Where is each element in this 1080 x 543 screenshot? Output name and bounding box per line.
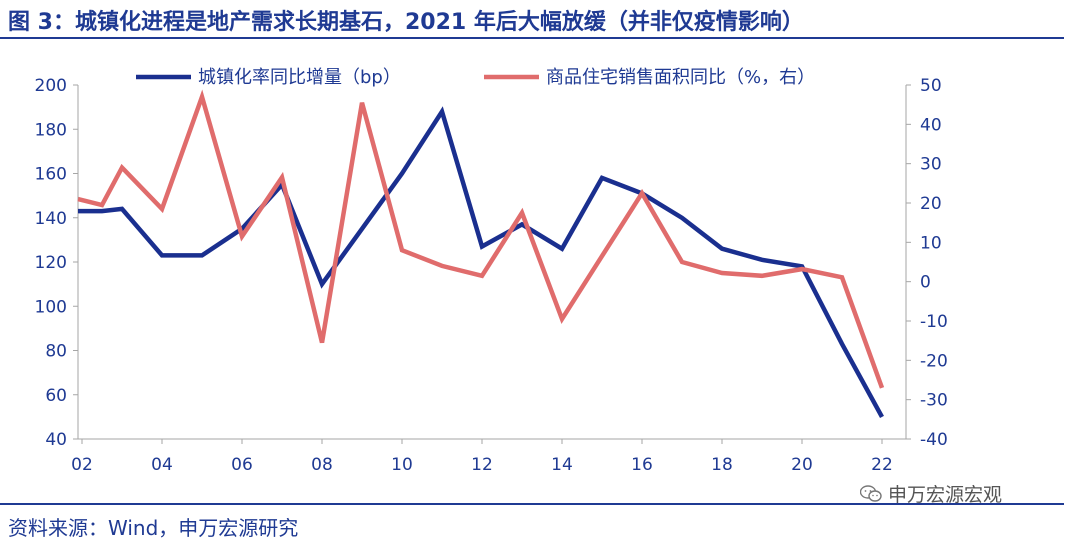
- legend-label-housing-sales: 商品住宅销售面积同比（%，右）: [546, 67, 815, 88]
- wechat-icon: [860, 484, 882, 502]
- x-tick-label: 18: [711, 455, 733, 475]
- source-note: 资料来源：Wind，申万宏源研究: [8, 516, 299, 540]
- x-tick-label: 08: [311, 455, 333, 475]
- urbanization-series-line: [78, 106, 884, 418]
- right-tick-label: -20: [920, 351, 948, 371]
- x-tick-label: 12: [471, 455, 493, 475]
- x-tick-label: 14: [551, 455, 573, 475]
- left-tick-label: 200: [35, 76, 67, 96]
- watermark: 申万宏源宏观: [860, 480, 1002, 507]
- x-tick-label: 22: [871, 455, 893, 475]
- source-divider: [0, 503, 1064, 505]
- x-tick-label: 20: [791, 455, 813, 475]
- x-tick-label: 04: [151, 455, 173, 475]
- right-tick-label: -30: [920, 391, 948, 411]
- left-tick-label: 120: [35, 253, 67, 273]
- left-tick-label: 80: [45, 342, 67, 362]
- right-tick-label: -10: [920, 312, 948, 332]
- left-tick-label: 100: [35, 297, 67, 317]
- x-tick-label: 16: [631, 455, 653, 475]
- series-group: [77, 89, 885, 418]
- axes-group: 20018016014012010080604050403020100-10-2…: [35, 76, 948, 475]
- x-tick-label: 10: [391, 455, 413, 475]
- right-tick-label: 30: [920, 155, 942, 175]
- left-tick-label: 160: [35, 165, 67, 185]
- left-tick-label: 140: [35, 209, 67, 229]
- legend-label-urbanization: 城镇化率同比增量（bp）: [198, 67, 401, 88]
- chart-title: 图 3：城镇化进程是地产需求长期基石，2021 年后大幅放缓（并非仅疫情影响）: [8, 10, 804, 35]
- housing-sales-series-line: [77, 89, 885, 389]
- right-tick-label: 10: [920, 233, 942, 253]
- title-divider: [0, 37, 1064, 39]
- line-chart: 20018016014012010080604050403020100-10-2…: [35, 67, 948, 475]
- x-tick-label: 06: [231, 455, 253, 475]
- x-tick-label: 02: [71, 455, 93, 475]
- right-tick-label: 0: [920, 273, 931, 293]
- right-tick-label: -40: [920, 430, 948, 450]
- left-tick-label: 180: [35, 120, 67, 140]
- legend-group: 城镇化率同比增量（bp） 商品住宅销售面积同比（%，右）: [136, 67, 815, 88]
- left-tick-label: 60: [45, 386, 67, 406]
- right-tick-label: 20: [920, 194, 942, 214]
- left-tick-label: 40: [45, 430, 67, 450]
- watermark-label: 申万宏源宏观: [888, 484, 1003, 506]
- right-tick-label: 50: [920, 76, 942, 96]
- right-tick-label: 40: [920, 115, 942, 135]
